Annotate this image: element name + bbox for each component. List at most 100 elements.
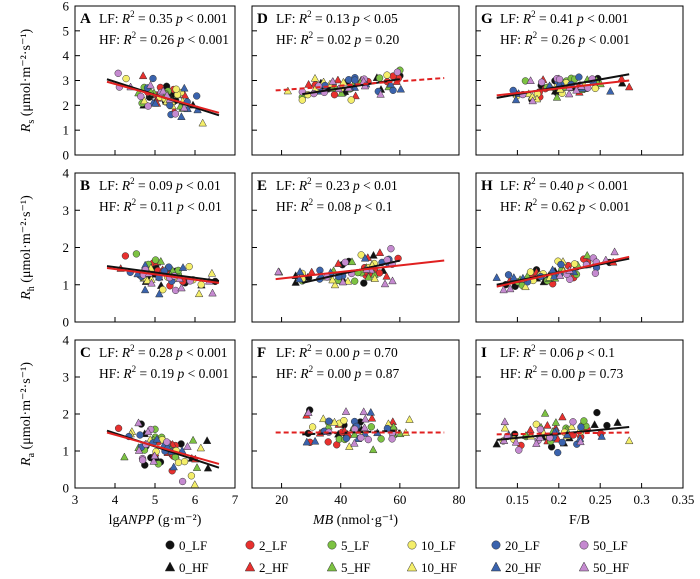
- point-50_HF: [274, 267, 283, 276]
- point-50_HF: [341, 407, 351, 415]
- point-10_LF: [526, 268, 535, 276]
- stat-hf: HF: R2 = 0.62 p < 0.001: [500, 197, 630, 214]
- point-50_HF: [511, 437, 521, 446]
- scatter-points: [302, 406, 414, 454]
- point-2_HF: [138, 71, 148, 80]
- stat-lf: LF: R2 = 0.23 p < 0.01: [276, 176, 398, 193]
- point-50_LF: [137, 92, 145, 101]
- point-10_LF: [298, 96, 306, 104]
- point-50_HF: [179, 103, 189, 112]
- point-20_LF: [389, 86, 397, 94]
- point-5_HF: [337, 88, 346, 97]
- x-tick-label: 0.25: [589, 492, 612, 507]
- panel-I: 0.15 0.2 0.25 0.3 0.35 I LF: R2 = 0.06 p < 0.1…: [475, 339, 694, 507]
- stat-lf: LF: R2 = 0.09 p < 0.01: [99, 176, 221, 193]
- y-axis-label: Ra (μmol·m⁻²·s⁻¹): [19, 362, 37, 467]
- point-50_HF: [177, 283, 186, 292]
- point-10_LF: [180, 457, 189, 466]
- point-50_LF: [341, 258, 349, 266]
- point-50_LF: [114, 69, 122, 77]
- point-2_LF: [121, 252, 130, 260]
- stat-lf: LF: R2 = 0.41 p < 0.001: [500, 9, 629, 26]
- point-50_HF: [158, 86, 168, 95]
- point-10_HF: [521, 282, 530, 291]
- point-20_LF: [504, 271, 513, 279]
- point-2_HF: [526, 425, 535, 434]
- point-10_LF: [172, 85, 180, 93]
- x-tick-label: 80: [453, 492, 466, 507]
- panel-frame: [74, 172, 236, 323]
- stat-lf: LF: R2 = 0.28 p < 0.001: [99, 343, 228, 360]
- point-10_HF: [343, 276, 353, 285]
- point-50_LF: [171, 110, 180, 118]
- point-5_LF: [580, 417, 588, 425]
- point-10_HF: [405, 415, 414, 423]
- point-5_HF: [120, 452, 129, 461]
- point-20_HF: [606, 86, 615, 95]
- point-20_LF: [575, 73, 583, 81]
- point-0_HF: [613, 418, 622, 426]
- point-20_HF: [549, 271, 559, 280]
- legend-item-20_HF: 20_HF: [490, 560, 541, 575]
- legend-item-50_HF: 50_HF: [578, 560, 629, 575]
- point-20_LF: [554, 448, 562, 457]
- point-5_LF: [367, 423, 375, 431]
- stat-lf: LF: R2 = 0.13 p < 0.05: [276, 9, 398, 26]
- point-20_HF: [177, 112, 186, 120]
- point-5_HF: [188, 435, 198, 444]
- legend-marker: [578, 561, 590, 572]
- y-tick-label: 1: [63, 277, 70, 292]
- legend-label: 2_HF: [259, 560, 289, 575]
- panel-C: 0 1 2 3 4 3 4 5 6 7 C LF: R2 = 0.28 p < 0.001 HF: R2…: [19, 333, 239, 508]
- panel-letter: I: [481, 345, 487, 361]
- panel-frame: [475, 172, 684, 323]
- point-50_HF: [564, 89, 574, 98]
- point-20_LF: [321, 81, 329, 90]
- point-50_LF: [357, 434, 365, 442]
- point-10_HF: [319, 414, 328, 423]
- point-20_HF: [155, 289, 164, 298]
- point-0_HF: [203, 463, 213, 472]
- y-tick-label: 0: [63, 148, 70, 163]
- fit-line-hf: [106, 266, 220, 284]
- panel-letter: H: [481, 178, 493, 194]
- point-10_LF: [340, 416, 348, 425]
- point-10_HF: [310, 73, 320, 82]
- panel-letter: E: [257, 178, 267, 194]
- legend-marker: [165, 540, 175, 550]
- point-50_HF: [150, 451, 159, 460]
- x-tick-label: 60: [393, 492, 406, 507]
- y-axis-label: Rh (μmol·m⁻²·s⁻¹): [19, 195, 37, 301]
- point-2_HF: [367, 413, 377, 422]
- stat-lf: LF: R2 = 0.06 p < 0.1: [500, 343, 615, 360]
- point-50_LF: [569, 418, 577, 426]
- point-50_HF: [360, 423, 369, 432]
- panel-D: D LF: R2 = 0.13 p < 0.05 HF: R2 = 0.02 p =…: [251, 5, 460, 156]
- point-50_HF: [528, 96, 537, 105]
- legend-marker: [490, 561, 502, 572]
- point-20_HF: [295, 274, 304, 283]
- scatter-points: [114, 418, 213, 488]
- point-5_HF: [582, 250, 592, 259]
- point-10_HF: [370, 274, 380, 282]
- legend-item-5_LF: 5_LF: [327, 538, 369, 553]
- point-5_HF: [552, 92, 562, 101]
- y-tick-label: 6: [63, 0, 70, 14]
- point-2_LF: [324, 438, 332, 446]
- point-2_LF: [330, 91, 339, 99]
- legend-marker: [407, 540, 417, 550]
- legend-item-0_LF: 0_LF: [165, 538, 207, 553]
- point-5_HF: [364, 272, 373, 281]
- point-20_LF: [166, 101, 174, 109]
- point-0_HF: [492, 439, 501, 448]
- x-tick-label: 6: [192, 492, 199, 507]
- point-20_LF: [193, 92, 201, 100]
- stat-hf: HF: R2 = 0.00 p = 0.87: [276, 364, 400, 381]
- stat-lf: LF: R2 = 0.00 p = 0.70: [276, 343, 398, 360]
- y-tick-label: 2: [63, 407, 70, 422]
- legend-label: 10_HF: [421, 560, 457, 575]
- point-50_LF: [515, 446, 523, 454]
- y-tick-label: 3: [63, 203, 70, 218]
- point-20_HF: [178, 263, 188, 271]
- point-2_HF: [351, 91, 360, 100]
